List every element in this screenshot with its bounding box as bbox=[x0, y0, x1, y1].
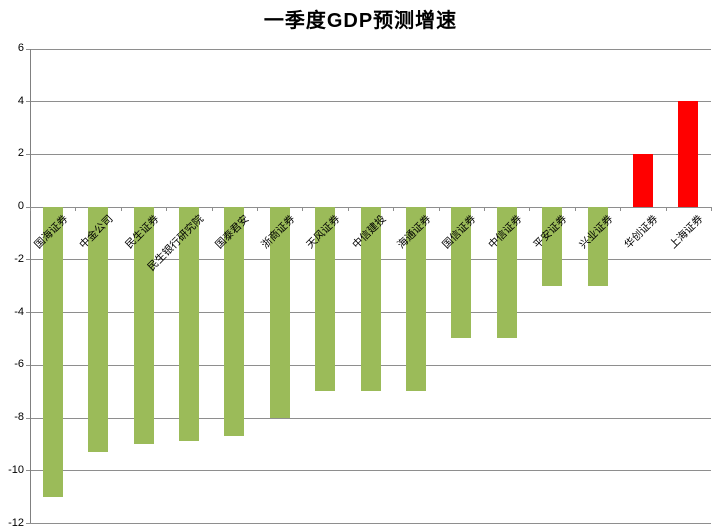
x-tick-mark bbox=[438, 206, 440, 211]
bar bbox=[542, 206, 563, 286]
y-tick-label: -2 bbox=[14, 252, 24, 265]
chart-title: 一季度GDP预测增速 bbox=[263, 10, 458, 32]
y-tick-mark bbox=[26, 48, 30, 50]
bar bbox=[678, 101, 699, 207]
category-label: 华创证券 bbox=[622, 212, 661, 251]
bar bbox=[496, 206, 517, 339]
x-tick-mark bbox=[30, 206, 31, 211]
y-gridline bbox=[30, 523, 711, 524]
y-tick-mark bbox=[26, 417, 30, 419]
bar bbox=[88, 206, 109, 452]
y-tick-mark bbox=[26, 259, 30, 261]
x-tick-mark bbox=[302, 206, 304, 211]
y-gridline bbox=[30, 470, 711, 472]
x-tick-mark bbox=[257, 206, 258, 211]
bar bbox=[360, 206, 381, 392]
x-tick-mark bbox=[347, 206, 349, 211]
y-tick-mark bbox=[26, 312, 30, 314]
bar bbox=[42, 206, 63, 497]
bar bbox=[632, 153, 653, 207]
y-tick-mark bbox=[26, 364, 30, 366]
y-tick-mark bbox=[26, 523, 30, 524]
x-tick-mark bbox=[211, 206, 213, 211]
category-label: 上海证券 bbox=[667, 212, 706, 251]
x-tick-mark bbox=[120, 206, 122, 211]
y-tick-mark bbox=[26, 470, 30, 472]
y-tick-label: 2 bbox=[17, 147, 24, 160]
y-gridline bbox=[30, 153, 711, 155]
y-gridline bbox=[30, 417, 711, 419]
x-tick-mark bbox=[166, 206, 168, 211]
y-tick-label: -6 bbox=[14, 358, 24, 371]
y-axis-line bbox=[30, 48, 31, 523]
x-tick-mark bbox=[484, 206, 485, 211]
y-gridline bbox=[30, 48, 711, 50]
bar bbox=[405, 206, 426, 392]
y-tick-mark bbox=[26, 101, 30, 103]
y-tick-mark bbox=[26, 206, 30, 208]
bar bbox=[133, 206, 154, 444]
x-tick-mark bbox=[665, 206, 667, 211]
bar bbox=[587, 206, 608, 286]
x-tick-mark bbox=[574, 206, 576, 211]
bar bbox=[224, 206, 245, 436]
y-tick-label: 4 bbox=[17, 94, 24, 107]
x-tick-mark bbox=[620, 206, 622, 211]
bar bbox=[451, 206, 472, 339]
y-tick-label: -8 bbox=[14, 411, 24, 424]
y-tick-label: -10 bbox=[8, 463, 24, 476]
bar bbox=[315, 206, 336, 392]
y-tick-label: 0 bbox=[17, 200, 24, 213]
y-tick-mark bbox=[26, 153, 30, 155]
y-tick-label: 6 bbox=[17, 42, 24, 54]
x-tick-mark bbox=[75, 206, 77, 211]
x-tick-mark bbox=[393, 206, 395, 211]
bar bbox=[269, 206, 290, 418]
y-gridline bbox=[30, 101, 711, 103]
bar bbox=[178, 206, 199, 442]
x-tick-mark bbox=[529, 206, 531, 211]
y-tick-label: -12 bbox=[8, 516, 24, 529]
y-tick-label: -4 bbox=[14, 305, 24, 318]
x-tick-mark bbox=[711, 206, 712, 211]
